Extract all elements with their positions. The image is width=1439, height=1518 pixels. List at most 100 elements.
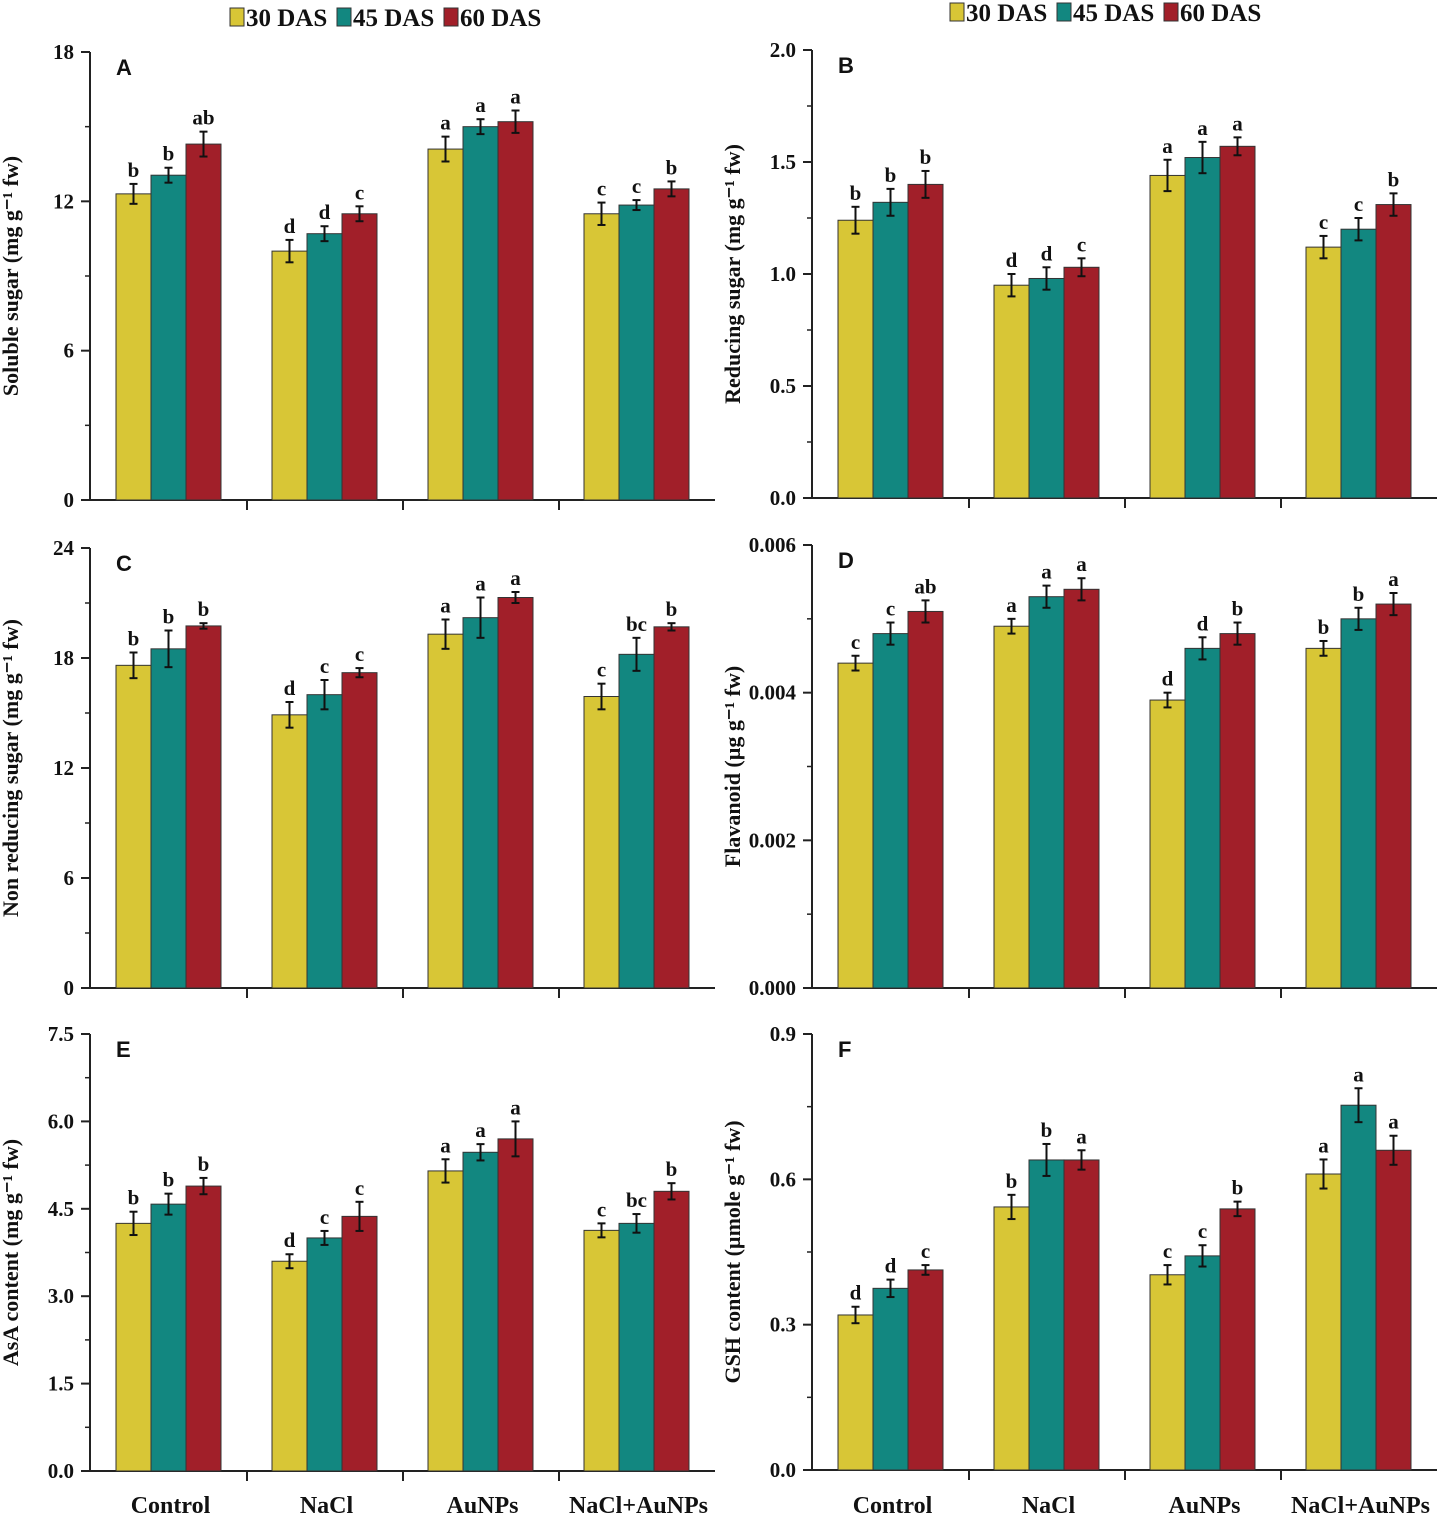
bar [1375,1149,1412,1471]
bar [907,1269,944,1471]
significance-letter: c [851,630,860,654]
significance-letter: a [1041,560,1052,584]
significance-letter: b [1232,1176,1244,1200]
significance-letter: b [1318,615,1330,639]
y-tick-label: 7.5 [48,1022,74,1046]
significance-letter: b [1388,167,1400,191]
legend-label: 45 DAS [353,5,434,32]
significance-letter: a [440,1133,451,1157]
bar [306,233,343,501]
bar [150,1203,187,1472]
bar [1149,1274,1186,1471]
y-tick-label: 0.0 [770,486,796,510]
bar [427,633,464,989]
bar [306,694,343,989]
panel-a: 0 6 12 18 Soluble sugar (mg g⁻¹ fw) Ab d a c b d a c… [0,5,715,512]
significance-letter: a [1388,1110,1399,1134]
y-axis-label: Soluble sugar (mg g⁻¹ fw) [0,156,23,396]
significance-letter: a [475,572,486,596]
bar [907,183,944,499]
significance-letter: ab [914,574,936,598]
y-tick-label: 0.3 [770,1313,796,1337]
significance-letter: c [320,654,329,678]
significance-letter: b [666,1157,678,1181]
y-tick-label: 6.0 [48,1109,74,1133]
bar [271,714,308,989]
significance-letter: d [284,1228,296,1252]
significance-letter: d [284,214,296,238]
panel-label: B [838,53,854,78]
significance-letter: b [666,597,678,621]
significance-letter: c [355,180,364,204]
bar [583,696,620,989]
bar [427,148,464,501]
significance-letter: a [440,111,451,135]
x-category-label: NaCl [1022,1493,1076,1518]
y-tick-label: 18 [53,646,74,670]
bar [1149,174,1186,499]
y-tick-label: 0.9 [770,1022,796,1046]
legend-label: 60 DAS [1180,0,1261,27]
bar [1149,699,1186,989]
y-tick-label: 0 [64,976,75,1000]
bar [271,250,308,501]
significance-letter: c [1163,1239,1172,1263]
significance-letter: c [886,597,895,621]
bar [1305,647,1342,989]
legend-swatch [1056,2,1072,22]
significance-letter: d [284,676,296,700]
significance-letter: a [1318,1133,1329,1157]
significance-letter: b [920,145,932,169]
y-tick-label: 0.002 [749,828,796,852]
significance-letter: d [1162,667,1174,691]
significance-letter: b [885,163,897,187]
bar [993,1206,1030,1471]
bar [341,1215,378,1472]
significance-letter: b [198,1152,210,1176]
bar [653,626,690,989]
panel-c: 0 6 12 18 24 Non reducing sugar (mg g⁻¹ fw) Cb… [0,536,715,1000]
bar [1219,145,1256,499]
significance-letter: b [128,627,140,651]
bar [872,201,909,499]
significance-letter: a [1353,1062,1364,1086]
bar [1028,596,1065,989]
bar [497,597,534,989]
significance-letter: b [1041,1118,1053,1142]
bar [1184,647,1221,989]
bar [306,1237,343,1472]
significance-letter: b [1006,1169,1018,1193]
x-category-label: NaCl [300,1493,354,1518]
y-tick-label: 0.006 [749,533,796,557]
significance-letter: d [1041,241,1053,265]
legend-swatch [229,7,245,27]
significance-letter: c [355,642,364,666]
bar [837,1314,874,1471]
legend-label: 30 DAS [966,0,1047,27]
bar [653,188,690,501]
y-axis-label: Non reducing sugar (mg g⁻¹ fw) [0,619,23,917]
significance-letter: b [163,1168,175,1192]
legend-swatch [336,7,352,27]
panel-label: C [116,551,132,576]
y-tick-label: 1.5 [48,1372,74,1396]
bar [618,204,655,501]
bar [1184,157,1221,499]
bar [115,664,152,989]
bar [427,1170,464,1472]
significance-letter: b [666,155,678,179]
significance-letter: b [198,597,210,621]
y-axis-label: GSH content (µmole g⁻¹ fw) [720,1120,745,1383]
bar [1028,277,1065,499]
significance-letter: bc [626,1188,647,1212]
significance-letter: b [1232,597,1244,621]
panel-label: A [116,55,132,80]
y-tick-label: 0.5 [770,374,796,398]
bar [1340,618,1377,989]
bar [1063,266,1100,499]
bar [497,121,534,501]
legend-swatch [1163,2,1179,22]
significance-letter: d [850,1281,862,1305]
y-tick-label: 2.0 [770,38,796,62]
